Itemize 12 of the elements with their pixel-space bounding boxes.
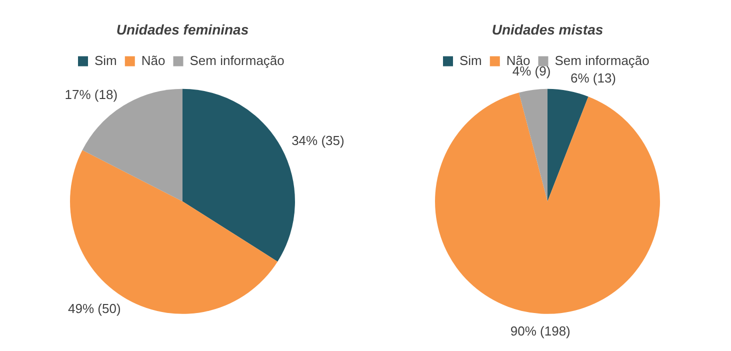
data-label: 6% (13)	[570, 70, 616, 86]
data-label: 49% (50)	[68, 301, 121, 316]
data-label: 34% (35)	[292, 132, 344, 148]
chart-title: Unidades mistas	[492, 21, 604, 38]
legend-label: Não	[141, 52, 166, 68]
legend-label: Sim	[94, 52, 117, 68]
legend-label: Sim	[460, 52, 482, 68]
data-label: 90% (198)	[510, 323, 570, 338]
legend-label: Sem informação	[554, 52, 650, 68]
data-label: 17% (18)	[64, 86, 118, 102]
legend-label: Sem informação	[190, 52, 284, 68]
chart-title: Unidades femininas	[116, 21, 249, 38]
